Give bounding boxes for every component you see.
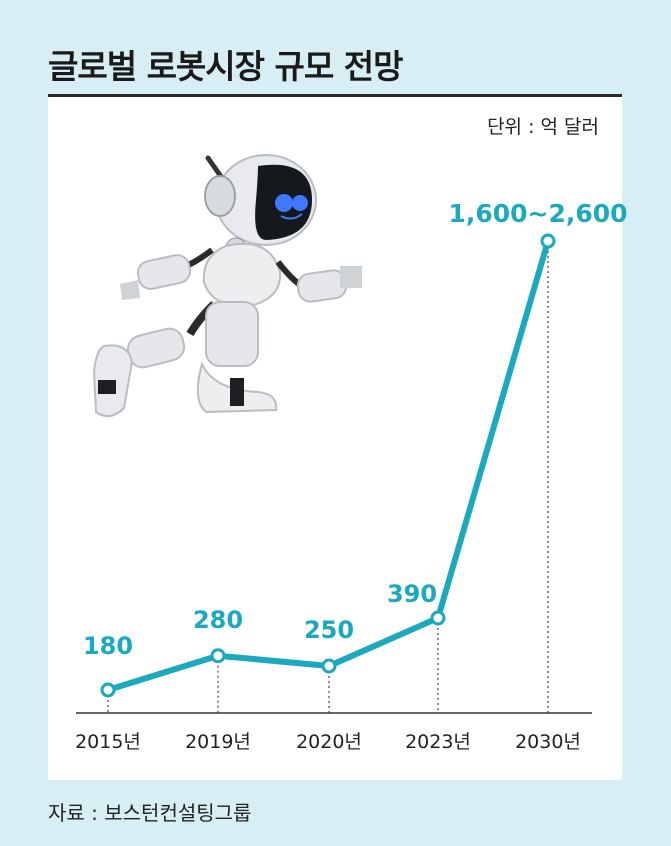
value-label-2030년: 1,600~2,600 <box>448 199 627 228</box>
data-point-2030년 <box>540 233 556 249</box>
chart-title: 글로벌 로봇시장 규모 전망 <box>48 47 403 86</box>
x-tick-label-2030년: 2030년 <box>515 731 581 753</box>
source-note: 자료 : 보스턴컨설팅그룹 <box>48 801 252 825</box>
x-tick-label-2015년: 2015년 <box>75 731 141 753</box>
x-tick-label-2023년: 2023년 <box>405 731 471 753</box>
title-rule <box>48 94 622 97</box>
unit-label: 단위 : 억 달러 <box>487 116 599 138</box>
data-point-2020년 <box>321 658 337 674</box>
data-point-2019년 <box>210 648 226 664</box>
data-point-2023년 <box>430 610 446 626</box>
value-label-2019년: 280 <box>193 606 243 634</box>
x-tick-label-2020년: 2020년 <box>296 731 362 753</box>
data-point-2015년 <box>100 682 116 698</box>
x-tick-label-2019년: 2019년 <box>185 731 251 753</box>
robot-illustration <box>92 154 362 418</box>
value-label-2015년: 180 <box>83 632 133 660</box>
value-label-2020년: 250 <box>304 616 354 644</box>
value-label-2023년: 390 <box>387 580 437 608</box>
